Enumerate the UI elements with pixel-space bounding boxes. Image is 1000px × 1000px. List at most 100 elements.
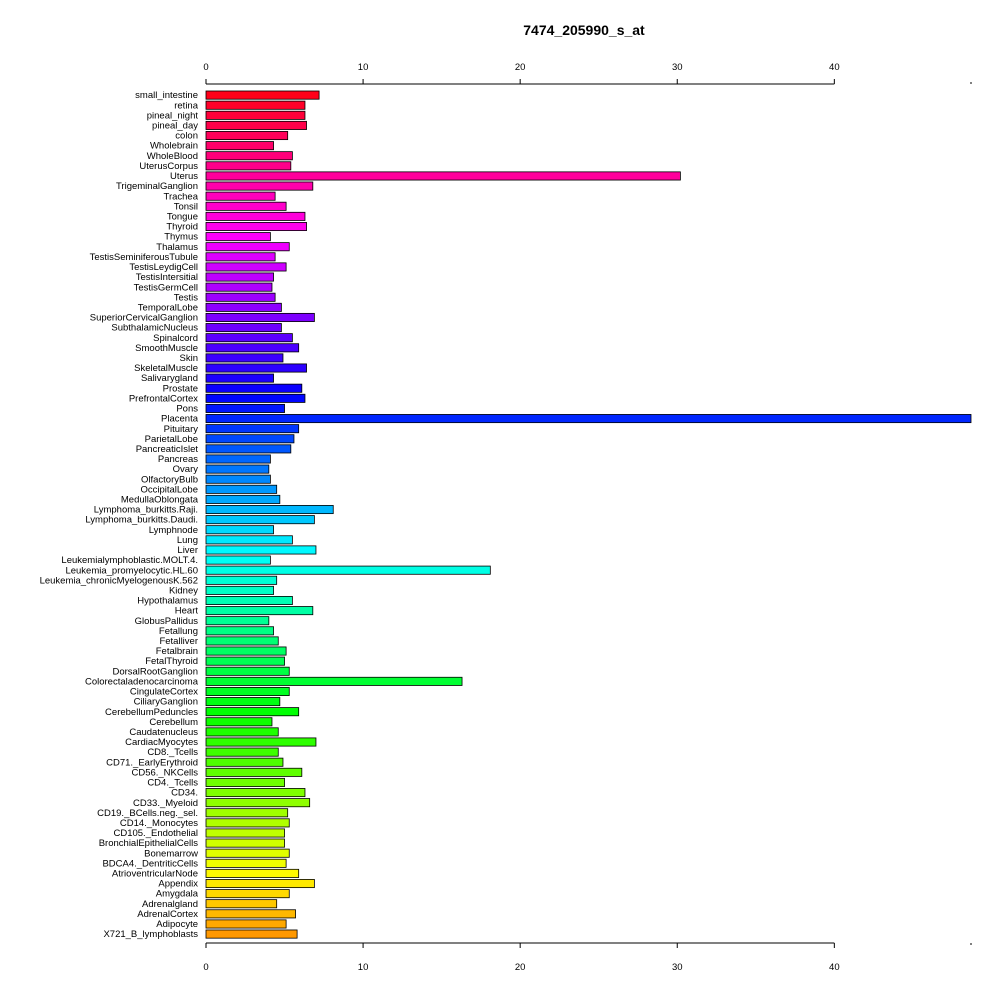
- top-tick-label: 20: [515, 62, 526, 73]
- category-label: Salivarygland: [141, 373, 198, 384]
- category-label: BDCA4._DentriticCells: [102, 858, 198, 869]
- bar: [205, 333, 293, 343]
- category-label: MedullaOblongata: [121, 495, 199, 506]
- category-label: PrefrontalCortex: [129, 393, 198, 404]
- top-tick-label: 30: [672, 62, 683, 73]
- category-label: X721_B_lymphoblasts: [103, 929, 198, 940]
- category-label: OlfactoryBulb: [141, 474, 198, 485]
- category-label: CD14._Monocytes: [120, 818, 198, 829]
- bar: [205, 565, 491, 575]
- bar: [205, 747, 279, 757]
- bar: [205, 808, 289, 818]
- bar: [205, 525, 274, 535]
- bar: [205, 919, 287, 929]
- bar: [205, 656, 285, 666]
- category-label: Tonsil: [174, 201, 198, 212]
- category-label: CiliaryGanglion: [134, 697, 198, 708]
- bar: [205, 353, 284, 363]
- category-label: TestisIntersitial: [136, 272, 198, 283]
- bar: [205, 879, 315, 889]
- category-label: Lymphnode: [149, 525, 198, 536]
- category-label: AdrenalCortex: [137, 909, 198, 920]
- bar: [205, 585, 274, 595]
- bar: [205, 788, 306, 798]
- category-label: GlobusPallidus: [135, 616, 199, 627]
- chart-title: 7474_205990_s_at: [523, 22, 645, 38]
- bottom-tick-label: 10: [358, 962, 369, 973]
- category-label: CingulateCortex: [130, 687, 198, 698]
- bar: [205, 899, 278, 909]
- bar: [205, 262, 287, 272]
- category-label: OccipitalLobe: [140, 484, 198, 495]
- bar: [205, 646, 287, 656]
- bar: [205, 393, 306, 403]
- bar: [205, 272, 274, 282]
- category-label: CD8._Tcells: [147, 747, 198, 758]
- bar: [205, 858, 287, 868]
- bar: [205, 767, 303, 777]
- category-label: Colorectaladenocarcinoma: [85, 676, 199, 687]
- bar: [205, 201, 287, 211]
- bar: [205, 575, 278, 585]
- bar: [205, 323, 282, 333]
- category-label: SmoothMuscle: [135, 343, 198, 354]
- bottom-tick-label: 40: [829, 962, 840, 973]
- category-label: Fetalbrain: [156, 646, 198, 657]
- bar: [205, 727, 279, 737]
- category-label: Wholebrain: [150, 141, 198, 152]
- category-label: Pancreas: [158, 454, 198, 465]
- category-label: small_intestine: [135, 90, 198, 101]
- bars-group: [205, 90, 972, 939]
- category-label: Spinalcord: [153, 333, 198, 344]
- bar: [205, 131, 289, 141]
- category-label: Bonemarrow: [144, 848, 198, 859]
- bar: [205, 666, 290, 676]
- bar: [205, 828, 285, 838]
- bar: [205, 737, 317, 747]
- category-label: CD33._Myeloid: [133, 798, 198, 809]
- bar: [205, 222, 307, 232]
- bar: [205, 120, 307, 130]
- bar: [205, 444, 292, 454]
- bar: [205, 626, 274, 636]
- category-label: retina: [174, 100, 198, 111]
- bar: [205, 161, 292, 171]
- bar: [205, 151, 293, 161]
- category-label: Pons: [176, 404, 198, 415]
- category-label: Skin: [180, 353, 198, 364]
- category-label: ParietalLobe: [145, 434, 198, 445]
- category-label: Amygdala: [156, 889, 199, 900]
- bar: [205, 363, 307, 373]
- category-label: Cerebellum: [149, 717, 198, 728]
- bar: [205, 141, 274, 151]
- bar: [205, 383, 303, 393]
- category-label: Thalamus: [156, 242, 198, 253]
- category-label: TestisSeminiferousTubule: [90, 252, 198, 263]
- bar: [205, 171, 681, 181]
- bar: [205, 717, 273, 727]
- bar: [205, 777, 285, 787]
- category-label: Placenta: [161, 414, 199, 425]
- category-label: Lung: [177, 535, 198, 546]
- bottom-tick-label: 0: [203, 962, 208, 973]
- bar: [205, 191, 276, 201]
- category-label: TestisLeydigCell: [129, 262, 198, 273]
- bar: [205, 181, 314, 191]
- category-label: Uterus: [170, 171, 198, 182]
- bar: [205, 343, 300, 353]
- bar: [205, 100, 306, 110]
- bar: [205, 312, 315, 322]
- bar: [205, 676, 463, 686]
- bar: [205, 697, 281, 707]
- category-label: Pituitary: [164, 424, 199, 435]
- bar: [205, 282, 273, 292]
- bar: [205, 484, 278, 494]
- category-label: Appendix: [158, 879, 198, 890]
- category-label: Trachea: [164, 191, 199, 202]
- top-tick-label: 40: [829, 62, 840, 73]
- bar: [205, 302, 282, 312]
- bar: [205, 454, 271, 464]
- category-label: BronchialEpithelialCells: [99, 838, 199, 849]
- category-label: Heart: [175, 606, 199, 617]
- category-label: pineal_day: [152, 121, 198, 132]
